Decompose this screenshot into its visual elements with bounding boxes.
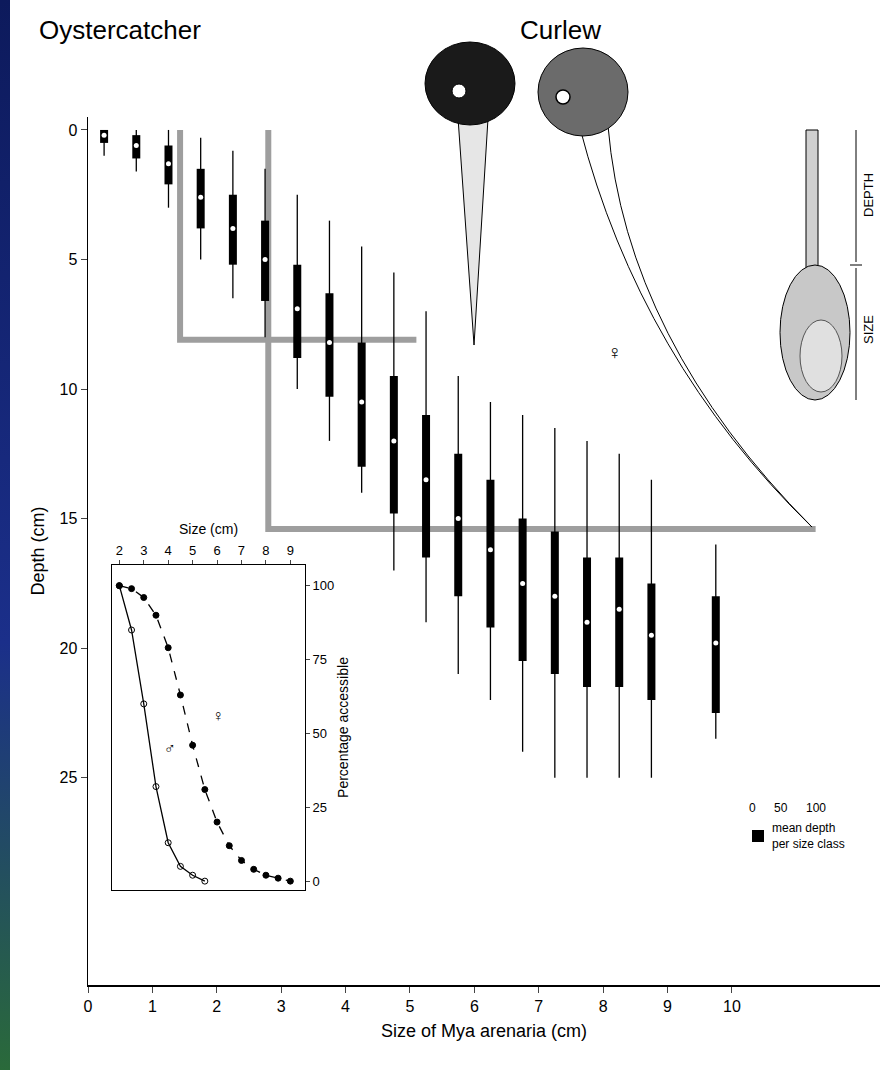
svg-text:9: 9 [663,998,672,1015]
svg-text:15: 15 [60,510,78,527]
svg-text:♂: ♂ [164,740,176,757]
svg-text:100: 100 [313,578,335,593]
svg-text:6: 6 [470,998,479,1015]
svg-text:0: 0 [313,874,320,889]
svg-text:Oystercatcher: Oystercatcher [39,15,201,45]
svg-text:25: 25 [313,800,327,815]
svg-text:8: 8 [599,998,608,1015]
svg-text:50: 50 [313,726,327,741]
svg-text:3: 3 [277,998,286,1015]
svg-text:4: 4 [165,543,172,558]
svg-text:2: 2 [116,543,123,558]
svg-text:8: 8 [262,543,269,558]
svg-text:0: 0 [68,122,77,139]
svg-text:SIZE: SIZE [861,315,876,344]
svg-text:♀: ♀ [212,707,224,724]
svg-text:Percentage accessible: Percentage accessible [335,657,351,798]
svg-text:20: 20 [60,640,78,657]
svg-text:Curlew: Curlew [520,15,601,45]
svg-text:100: 100 [806,801,826,815]
svg-text:0: 0 [749,801,756,815]
svg-text:10: 10 [723,998,741,1015]
svg-text:mean depthper size class: mean depthper size class [772,821,845,851]
svg-text:75: 75 [313,652,327,667]
svg-text:♀: ♀ [607,341,622,363]
svg-text:7: 7 [534,998,543,1015]
svg-text:50: 50 [774,801,788,815]
svg-text:5: 5 [189,543,196,558]
svg-text:9: 9 [287,543,294,558]
svg-text:Size (cm): Size (cm) [179,521,238,537]
svg-text:2: 2 [212,998,221,1015]
svg-text:6: 6 [213,543,220,558]
svg-text:7: 7 [238,543,245,558]
svg-text:Size of Mya arenaria (cm): Size of Mya arenaria (cm) [381,1021,587,1041]
svg-text:4: 4 [341,998,350,1015]
svg-text:1: 1 [148,998,157,1015]
svg-text:5: 5 [405,998,414,1015]
svg-text:5: 5 [68,251,77,268]
svg-text:DEPTH: DEPTH [861,173,876,217]
svg-text:10: 10 [60,381,78,398]
svg-text:Depth (cm): Depth (cm) [28,506,48,595]
svg-text:25: 25 [60,769,78,786]
svg-text:3: 3 [140,543,147,558]
svg-text:0: 0 [84,998,93,1015]
